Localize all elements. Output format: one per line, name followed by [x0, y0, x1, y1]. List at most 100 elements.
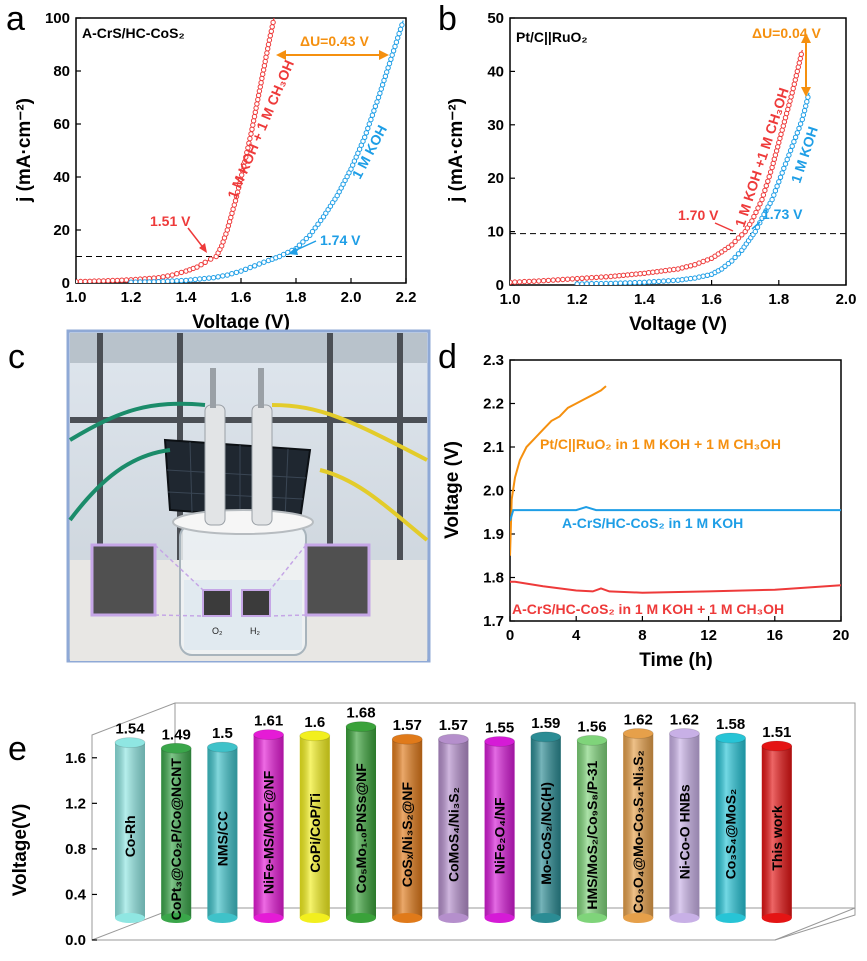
- data-point: [800, 112, 807, 118]
- data-point: [307, 232, 313, 239]
- bar-base: [253, 913, 284, 923]
- bar: 1.55 NiFe₂O₄/NF: [484, 719, 516, 923]
- data-point: [512, 279, 518, 285]
- marker-label-b-red: 1.70 V: [678, 207, 719, 223]
- data-point: [379, 82, 386, 88]
- series-label-b-blue: 1 M KOH: [788, 124, 821, 184]
- x-tick-label: 1.4: [176, 289, 198, 306]
- chart-a: 1.0 1.2 1.4 1.6 1.8 2.0 2.2 0 20 40 60 80 100 A-CrS/…: [14, 10, 416, 333]
- bar: 1.56 HMS/MoS₂/Co₉S₈/P-31: [576, 718, 608, 923]
- data-point: [584, 275, 590, 281]
- series-line-2: [510, 505, 841, 522]
- data-point: [220, 273, 226, 279]
- bar-category-label: Mo-CoS₂/NC(H): [538, 782, 554, 885]
- data-point: [540, 278, 547, 284]
- chart-e: 0.0 0.4 0.8 1.2 1.6 1.54 Co-Rh 1.49 CoPt₃@Co₂P/…: [10, 702, 856, 949]
- bar-value-label: 1.55: [485, 719, 514, 736]
- zoom-inset-left: [90, 543, 157, 617]
- data-point: [169, 278, 175, 283]
- data-point: [192, 276, 198, 283]
- zoom-lines: [154, 544, 307, 617]
- data-point: [261, 259, 267, 265]
- data-point: [399, 22, 405, 28]
- data-point: [105, 278, 111, 283]
- bar-shading: [253, 734, 284, 918]
- bar-value-label: 1.49: [162, 726, 191, 743]
- panel-label-a: a: [6, 0, 25, 38]
- data-point: [804, 99, 810, 105]
- y-tick-label: 1.7: [483, 613, 504, 630]
- data-point: [776, 179, 782, 185]
- data-point: [759, 196, 765, 203]
- data-point: [395, 35, 401, 41]
- data-point: [801, 107, 808, 114]
- data-point: [671, 266, 677, 273]
- data-point: [545, 277, 552, 284]
- x-tick-label: 12: [700, 627, 717, 644]
- wire-green-2: [68, 448, 171, 522]
- data-point: [755, 205, 761, 211]
- data-point: [256, 88, 263, 94]
- data-point: [772, 188, 779, 194]
- data-point: [749, 218, 755, 224]
- data-point: [318, 217, 324, 224]
- data-point: [784, 156, 790, 163]
- data-point: [536, 278, 542, 284]
- data-point: [627, 280, 633, 285]
- x-tick-label: 4: [572, 627, 581, 644]
- bar-cap: [669, 728, 700, 739]
- bar-category-label: CoPi/CoP/Ti: [307, 793, 323, 873]
- y-tick-label: 2.0: [483, 483, 504, 500]
- bar-category-label: Ni-Co-O HNBs: [676, 784, 692, 879]
- data-point: [252, 263, 258, 269]
- bar: 1.57 CoSₓ/Ni₃S₂@NF: [391, 717, 423, 923]
- data-point: [665, 278, 672, 284]
- data-point: [264, 50, 270, 56]
- data-point: [270, 19, 276, 26]
- bar-category-label: Co₃O₄@Mo-Co₃S₄-Ni₃S₂: [630, 750, 646, 913]
- bar-base: [669, 913, 700, 923]
- bar-cap: [391, 733, 423, 745]
- chart-d: 0 4 8 12 16 201.71.81.92.02.12.22.3 Time (h) …: [442, 352, 849, 671]
- data-point: [174, 271, 180, 277]
- plot-frame-d: [509, 359, 842, 622]
- bar: 1.62 Ni-Co-O HNBs: [669, 712, 700, 923]
- data-point: [792, 134, 799, 141]
- data-point: [392, 43, 398, 50]
- bar-base: [577, 913, 607, 923]
- bar-shading: [484, 741, 515, 918]
- data-point: [791, 81, 797, 87]
- electrode-rod-right: [258, 368, 264, 408]
- data-point: [300, 239, 306, 245]
- bar: 1.59 Mo-CoS₂/NC(H): [530, 715, 562, 923]
- data-point: [531, 278, 537, 284]
- data-point: [656, 278, 662, 285]
- data-point: [368, 116, 374, 123]
- data-point: [588, 275, 595, 281]
- data-point: [569, 276, 576, 282]
- marker-label-a-red: 1.51 V: [150, 213, 191, 229]
- data-point: [165, 278, 171, 283]
- bar-cap: [345, 721, 377, 733]
- bar-value-label: 1.54: [115, 721, 145, 738]
- bar-value-label: 1.57: [439, 717, 468, 734]
- data-point: [704, 272, 711, 278]
- chart-b: 1.0 1.2 1.4 1.6 1.8 2.0 0 10 20 30 40 50 Pt/C||RuO₂…: [446, 10, 856, 335]
- data-point: [762, 187, 768, 194]
- data-point: [798, 51, 804, 57]
- data-point: [579, 275, 585, 281]
- bar-base: [530, 913, 561, 923]
- bar-cap: [484, 736, 516, 747]
- x-tick-label: 1.0: [500, 291, 521, 308]
- y-tick-label: 2.3: [483, 352, 504, 369]
- bar-base: [484, 913, 515, 923]
- data-point: [732, 238, 738, 245]
- bar-base: [438, 913, 469, 923]
- data-point: [645, 270, 652, 276]
- arrowhead-left-a: [276, 50, 286, 60]
- bar-base: [761, 913, 792, 923]
- y-tick-label: 10: [487, 224, 504, 241]
- arrowhead-up-b: [801, 33, 811, 43]
- bar-value-label: 1.51: [762, 724, 791, 741]
- data-point: [787, 147, 794, 154]
